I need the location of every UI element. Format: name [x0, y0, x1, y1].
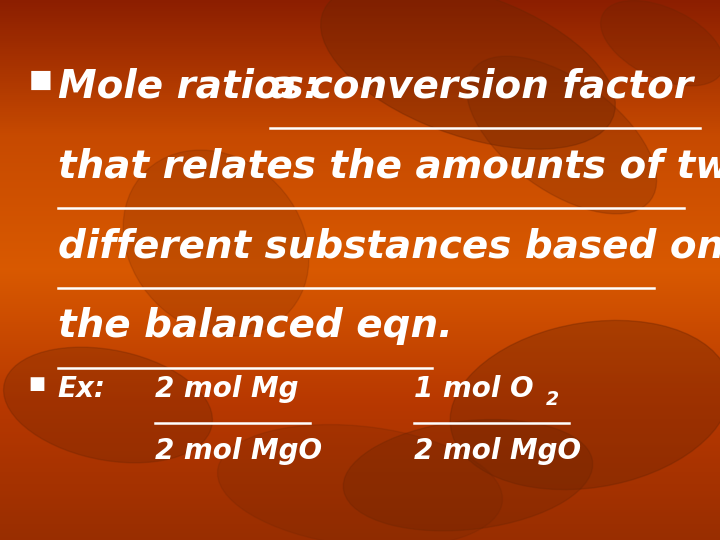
Ellipse shape: [320, 0, 616, 149]
Ellipse shape: [343, 420, 593, 531]
Text: ■: ■: [29, 68, 53, 91]
Text: a conversion factor: a conversion factor: [270, 68, 693, 105]
Ellipse shape: [450, 320, 720, 490]
Text: 1 mol O: 1 mol O: [414, 375, 534, 403]
Ellipse shape: [123, 150, 309, 336]
Text: 2 mol Mg: 2 mol Mg: [155, 375, 298, 403]
Text: Mole ratios:: Mole ratios:: [58, 68, 333, 105]
Text: ■: ■: [29, 375, 46, 393]
Text: the balanced eqn.: the balanced eqn.: [58, 307, 452, 345]
Text: 2 mol MgO: 2 mol MgO: [155, 437, 322, 465]
Text: Ex:: Ex:: [58, 375, 106, 403]
Ellipse shape: [4, 347, 212, 463]
Ellipse shape: [217, 424, 503, 540]
Text: 2: 2: [546, 390, 559, 409]
Text: that relates the amounts of two: that relates the amounts of two: [58, 147, 720, 185]
Text: 2 mol MgO: 2 mol MgO: [414, 437, 581, 465]
Text: different substances based on: different substances based on: [58, 227, 720, 265]
Ellipse shape: [467, 56, 657, 214]
Ellipse shape: [600, 1, 720, 86]
